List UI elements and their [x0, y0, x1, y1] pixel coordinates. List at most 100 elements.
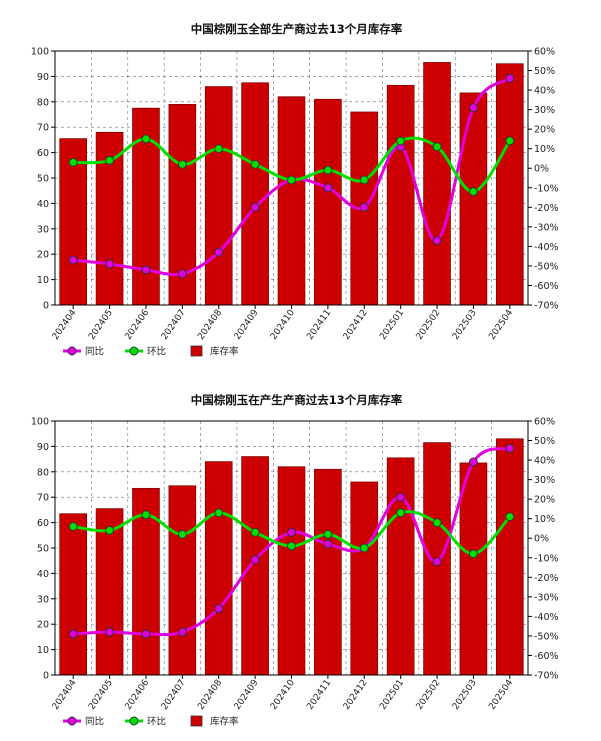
- right-axis-tick-label: 40%: [534, 456, 555, 467]
- yoy-point-202411: [324, 184, 332, 192]
- left-axis-tick-label: 100: [31, 417, 49, 428]
- yoy-point-202501: [397, 493, 405, 501]
- yoy-point-202406: [142, 266, 150, 274]
- yoy-point-202408: [215, 605, 223, 613]
- yoy-point-202409: [251, 203, 259, 211]
- x-axis-tick-label: 202503: [451, 308, 479, 342]
- yoy-point-202409: [251, 556, 259, 564]
- bar-202502: [424, 62, 451, 305]
- yoy-point-202405: [106, 260, 114, 268]
- mom-point-202503: [469, 550, 477, 558]
- right-axis-tick-label: 60%: [534, 417, 555, 428]
- bar-202503: [460, 463, 487, 675]
- legend-label: 同比: [85, 716, 104, 728]
- x-axis-tick-label: 202407: [160, 308, 188, 342]
- right-axis-tick-label: -50%: [534, 631, 559, 642]
- yoy-point-202404: [69, 256, 77, 264]
- x-axis-tick-label: 202503: [451, 678, 479, 712]
- charts-canvas: 中国棕刚玉全部生产商过去13个月库存率010203040506070809010…: [0, 0, 601, 741]
- yoy-point-202503: [469, 458, 477, 466]
- legend-label: 同比: [85, 346, 104, 358]
- left-axis-tick-label: 100: [31, 47, 49, 58]
- left-axis-tick-label: 30: [37, 594, 49, 605]
- mom-point-202404: [69, 523, 77, 531]
- left-axis-tick-label: 0: [43, 671, 49, 682]
- left-axis-tick-label: 40: [37, 569, 49, 580]
- left-axis-tick-label: 10: [37, 275, 49, 286]
- left-axis-tick-label: 70: [37, 123, 49, 134]
- legend-box-swatch: [191, 716, 202, 726]
- x-axis-tick-label: 202406: [124, 308, 152, 342]
- left-axis-tick-label: 90: [37, 72, 49, 83]
- mom-point-202503: [469, 188, 477, 196]
- x-axis-tick-label: 202502: [415, 308, 443, 342]
- left-axis-tick-label: 90: [37, 442, 49, 453]
- right-axis-tick-label: 20%: [534, 495, 555, 506]
- right-axis-tick-label: 50%: [534, 436, 555, 447]
- right-axis-tick-label: 20%: [534, 125, 555, 136]
- right-axis-tick-label: -60%: [534, 651, 559, 662]
- mom-point-202408: [215, 509, 223, 517]
- mom-point-202411: [324, 166, 332, 174]
- yoy-point-202503: [469, 104, 477, 112]
- mom-point-202501: [397, 509, 405, 517]
- bar-202501: [387, 85, 414, 305]
- x-axis-tick-label: 202501: [378, 678, 406, 712]
- bar-202501: [387, 458, 414, 675]
- x-axis-tick-label: 202410: [269, 678, 297, 712]
- mom-point-202409: [251, 528, 259, 536]
- bar-202410: [278, 97, 305, 305]
- yoy-point-202410: [288, 528, 296, 536]
- right-axis-tick-label: 30%: [534, 475, 555, 486]
- bar-202411: [314, 99, 341, 305]
- yoy-point-202504: [506, 444, 514, 452]
- left-axis-tick-label: 10: [37, 645, 49, 656]
- x-axis-tick-label: 202411: [305, 678, 333, 712]
- x-axis-tick-label: 202404: [51, 308, 79, 342]
- yoy-point-202502: [433, 237, 441, 245]
- right-axis-tick-label: 0%: [534, 164, 549, 175]
- right-axis-tick-label: -40%: [534, 242, 559, 253]
- x-axis-tick-label: 202502: [415, 678, 443, 712]
- mom-point-202405: [106, 526, 114, 534]
- left-axis-tick-label: 60: [37, 148, 49, 159]
- bar-202410: [278, 467, 305, 675]
- mom-point-202502: [433, 143, 441, 151]
- legend-label: 库存率: [210, 346, 239, 358]
- right-axis-tick-label: 60%: [534, 47, 555, 58]
- legend-marker-swatch: [130, 717, 138, 725]
- x-axis-tick-label: 202408: [196, 308, 224, 342]
- right-axis-tick-label: -50%: [534, 261, 559, 272]
- chart-title: 中国棕刚玉在产生产商过去13个月库存率: [191, 393, 403, 407]
- yoy-point-202406: [142, 630, 150, 638]
- x-axis-tick-label: 202409: [233, 678, 261, 712]
- chart-active-producers: 中国棕刚玉在产生产商过去13个月库存率 0 10 20 30 40 50 60 70 80 90 10…: [31, 393, 559, 728]
- x-axis-tick-label: 202406: [124, 678, 152, 712]
- right-axis-tick-label: -30%: [534, 592, 559, 603]
- mom-point-202405: [106, 156, 114, 164]
- yoy-point-202412: [360, 203, 368, 211]
- bar-202409: [242, 457, 269, 675]
- left-axis-tick-label: 0: [43, 301, 49, 312]
- chart-all-producers: 中国棕刚玉全部生产商过去13个月库存率 0 10 20 30 40 50 60 70 80 90 10…: [31, 22, 559, 358]
- mom-point-202501: [397, 137, 405, 145]
- yoy-point-202407: [178, 628, 186, 636]
- x-axis-tick-label: 202405: [87, 308, 115, 342]
- mom-point-202410: [288, 176, 296, 184]
- mom-point-202412: [360, 176, 368, 184]
- mom-point-202502: [433, 519, 441, 527]
- left-axis-tick-label: 20: [37, 250, 49, 261]
- mom-point-202411: [324, 530, 332, 538]
- x-axis-tick-label: 202409: [233, 308, 261, 342]
- mom-point-202407: [178, 160, 186, 168]
- mom-point-202406: [142, 511, 150, 519]
- right-axis-tick-label: -60%: [534, 281, 559, 292]
- mom-point-202504: [506, 513, 514, 521]
- yoy-point-202408: [215, 248, 223, 256]
- left-axis-tick-label: 80: [37, 467, 49, 478]
- yoy-point-202404: [69, 630, 77, 638]
- legend-label: 环比: [147, 716, 166, 728]
- yoy-point-202502: [433, 558, 441, 566]
- left-axis-tick-label: 60: [37, 518, 49, 529]
- right-axis-tick-label: 10%: [534, 144, 555, 155]
